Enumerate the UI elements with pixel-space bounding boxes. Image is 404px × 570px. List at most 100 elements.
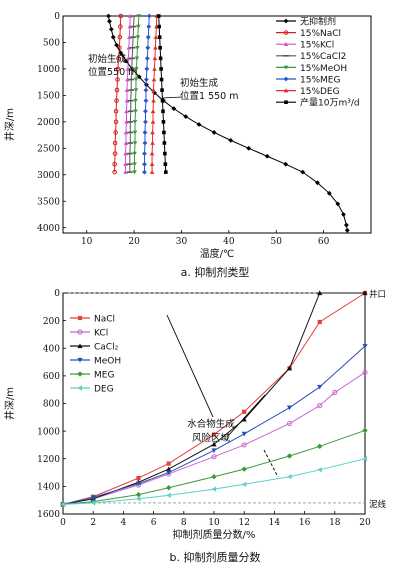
data-point bbox=[123, 140, 129, 145]
y-tick-label: 1600 bbox=[37, 510, 60, 520]
x-tick-label: 14 bbox=[269, 518, 281, 528]
data-point bbox=[133, 88, 139, 93]
y-tick-label: 0 bbox=[54, 12, 60, 22]
data-point bbox=[149, 161, 155, 166]
data-point bbox=[317, 319, 322, 325]
x-tick-label: 0 bbox=[60, 518, 66, 528]
data-point bbox=[115, 77, 120, 82]
data-point bbox=[362, 427, 368, 434]
data-point bbox=[286, 405, 293, 411]
legend-marker bbox=[77, 371, 83, 377]
data-point bbox=[114, 87, 120, 93]
data-point bbox=[144, 55, 150, 61]
data-point bbox=[159, 67, 163, 71]
data-point bbox=[344, 227, 350, 233]
y-tick-label: 1000 bbox=[37, 65, 60, 75]
y-axis-label: 井深/m bbox=[3, 108, 16, 141]
data-point bbox=[343, 222, 349, 228]
data-point bbox=[144, 66, 150, 72]
legend-marker bbox=[77, 343, 83, 349]
x-tick-label: 16 bbox=[299, 518, 311, 528]
data-point bbox=[107, 18, 112, 24]
data-point bbox=[161, 109, 165, 114]
data-point bbox=[142, 140, 148, 146]
data-point bbox=[90, 495, 96, 501]
legend-label: 15%NaCl bbox=[300, 29, 341, 39]
data-point bbox=[135, 496, 141, 502]
series-7 bbox=[156, 14, 168, 174]
risk-leader bbox=[166, 314, 214, 418]
chart-a-caption: a. 抑制剂类型 bbox=[181, 265, 250, 279]
data-point bbox=[242, 409, 247, 414]
data-point bbox=[150, 119, 156, 124]
series-3 bbox=[127, 15, 137, 173]
data-point bbox=[335, 201, 341, 207]
data-point bbox=[196, 122, 202, 127]
x-tick-label: 50 bbox=[271, 237, 283, 247]
series-line bbox=[158, 15, 167, 173]
data-point bbox=[241, 431, 247, 437]
data-point bbox=[151, 87, 156, 92]
data-point bbox=[124, 108, 129, 114]
data-point bbox=[362, 344, 368, 349]
data-point bbox=[136, 24, 141, 29]
legend-marker bbox=[283, 41, 289, 46]
legend-label: 无抑制剂 bbox=[300, 15, 336, 27]
data-point bbox=[246, 145, 252, 151]
series-line bbox=[134, 15, 140, 173]
series-line bbox=[129, 15, 135, 173]
data-point bbox=[150, 108, 156, 114]
data-point bbox=[317, 384, 323, 390]
data-point bbox=[211, 454, 217, 460]
data-point bbox=[317, 467, 322, 473]
data-point bbox=[106, 13, 111, 19]
data-point bbox=[157, 35, 162, 39]
data-point bbox=[183, 114, 189, 119]
y-tick-label: 800 bbox=[43, 400, 60, 410]
y-tick-label: 600 bbox=[43, 372, 60, 382]
data-point bbox=[159, 77, 164, 82]
data-point bbox=[241, 416, 247, 422]
data-point bbox=[171, 106, 177, 112]
y-tick-label: 3000 bbox=[37, 171, 60, 181]
chart-b-caption: b. 抑制剂质量分数 bbox=[170, 550, 261, 564]
data-point bbox=[166, 485, 172, 491]
data-point bbox=[211, 448, 217, 454]
data-point bbox=[162, 130, 166, 135]
data-point bbox=[241, 442, 247, 448]
x-tick-label: 18 bbox=[329, 518, 341, 528]
y-tick-label: 200 bbox=[43, 317, 60, 327]
annotation-line: 位置1 550 m bbox=[180, 90, 238, 102]
data-point bbox=[162, 141, 167, 145]
reference-line-label: 泥线 bbox=[369, 499, 387, 510]
data-point bbox=[166, 466, 172, 472]
data-point bbox=[142, 151, 147, 157]
x-tick-label: 6 bbox=[151, 518, 157, 528]
data-point bbox=[152, 90, 157, 96]
data-point bbox=[136, 74, 142, 80]
data-point bbox=[286, 474, 292, 480]
data-point bbox=[166, 461, 171, 466]
legend-label: 产量10万m³/d bbox=[300, 97, 360, 109]
y-tick-label: 1400 bbox=[37, 483, 60, 493]
data-point bbox=[157, 24, 161, 29]
y-tick-label: 1000 bbox=[37, 427, 60, 437]
legend-marker bbox=[77, 329, 83, 335]
data-point bbox=[118, 50, 124, 56]
data-point bbox=[166, 492, 171, 498]
data-point bbox=[211, 130, 217, 135]
annotation-line: 位置550 m bbox=[88, 66, 137, 78]
legend-label: 15%CaCl2 bbox=[300, 52, 346, 62]
legend-label: 15%MEG bbox=[300, 75, 340, 85]
data-point bbox=[132, 130, 138, 135]
annotation-line: 初始生成 bbox=[180, 77, 219, 89]
data-point bbox=[152, 56, 158, 61]
data-point bbox=[332, 389, 338, 396]
risk-region-label: 风险区域 bbox=[192, 432, 231, 444]
data-point bbox=[211, 474, 217, 480]
annotation-leader bbox=[116, 44, 134, 72]
data-point bbox=[211, 486, 217, 492]
data-point bbox=[151, 77, 157, 82]
series-line bbox=[62, 292, 365, 505]
